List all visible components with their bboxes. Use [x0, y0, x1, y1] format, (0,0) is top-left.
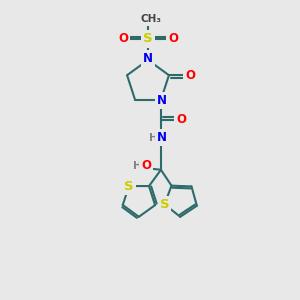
Text: O: O — [176, 113, 186, 126]
Text: H: H — [133, 161, 141, 171]
Text: O: O — [185, 69, 195, 82]
Text: S: S — [124, 179, 134, 193]
Text: O: O — [141, 159, 151, 172]
Text: CH₃: CH₃ — [140, 14, 161, 24]
Text: N: N — [157, 94, 167, 107]
Text: S: S — [143, 32, 153, 46]
Text: H: H — [148, 133, 157, 143]
Text: O: O — [118, 32, 128, 46]
Text: O: O — [168, 32, 178, 46]
Text: N: N — [157, 131, 167, 144]
Text: S: S — [160, 198, 169, 211]
Text: N: N — [143, 52, 153, 65]
